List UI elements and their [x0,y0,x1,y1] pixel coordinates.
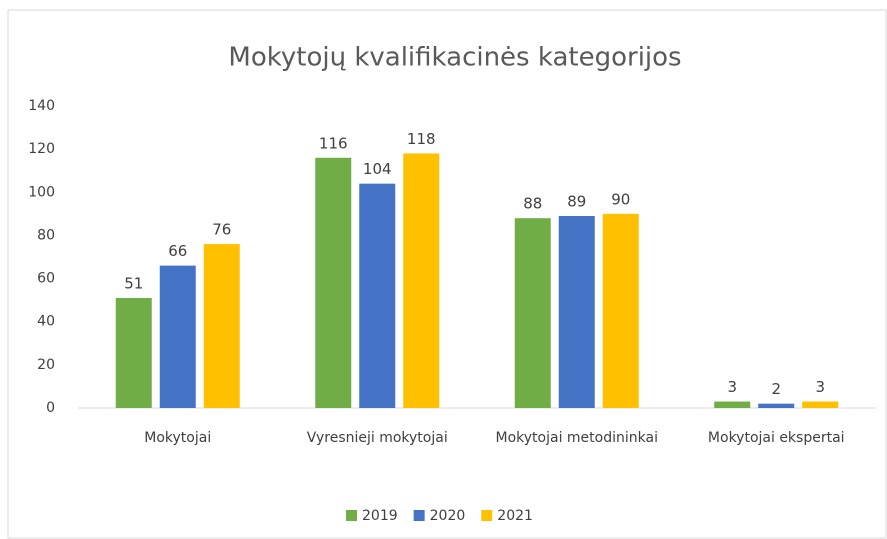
y-tick-label: 140 [28,98,55,114]
y-tick-label: 100 [28,184,55,200]
bar [159,265,196,408]
legend-label: 2021 [497,508,533,524]
data-label: 116 [319,134,348,152]
y-tick-label: 60 [37,271,55,287]
y-tick-label: 0 [46,400,55,416]
legend-swatch [413,510,425,521]
bar [359,183,396,408]
bar [315,157,352,408]
x-tick-label: Mokytojai ekspertai [708,430,845,446]
data-label: 3 [727,378,737,396]
chart-border [7,9,887,539]
data-label: 51 [124,274,143,292]
y-tick-label: 120 [28,141,55,157]
data-label: 90 [611,190,630,208]
legend-label: 2020 [430,508,466,524]
legend-label: 2019 [362,508,398,524]
bar [403,153,440,408]
data-label: 104 [363,160,392,178]
y-tick-label: 80 [37,227,55,243]
bar [802,401,839,408]
x-tick-label: Mokytojai [144,430,211,446]
chart-title: Mokytojų kvalifikacinės kategorijos [228,43,681,73]
bar [602,213,639,408]
bar [558,216,595,408]
bar [714,401,751,408]
data-label: 89 [567,193,586,211]
bar [514,218,551,408]
bar [115,297,152,408]
legend-swatch [346,510,357,521]
data-label: 3 [815,378,825,396]
x-tick-label: Vyresnieji mokytojai [307,430,448,446]
legend-swatch [481,510,493,521]
y-tick-label: 20 [37,357,55,373]
bar [758,403,795,408]
x-tick-label: Mokytojai metodininkai [496,430,658,446]
data-label: 2 [771,380,781,398]
data-label: 76 [212,221,231,239]
y-tick-label: 40 [37,314,55,330]
bar [203,244,240,408]
data-label: 118 [407,130,436,148]
data-label: 88 [523,195,542,213]
data-label: 66 [168,242,187,260]
